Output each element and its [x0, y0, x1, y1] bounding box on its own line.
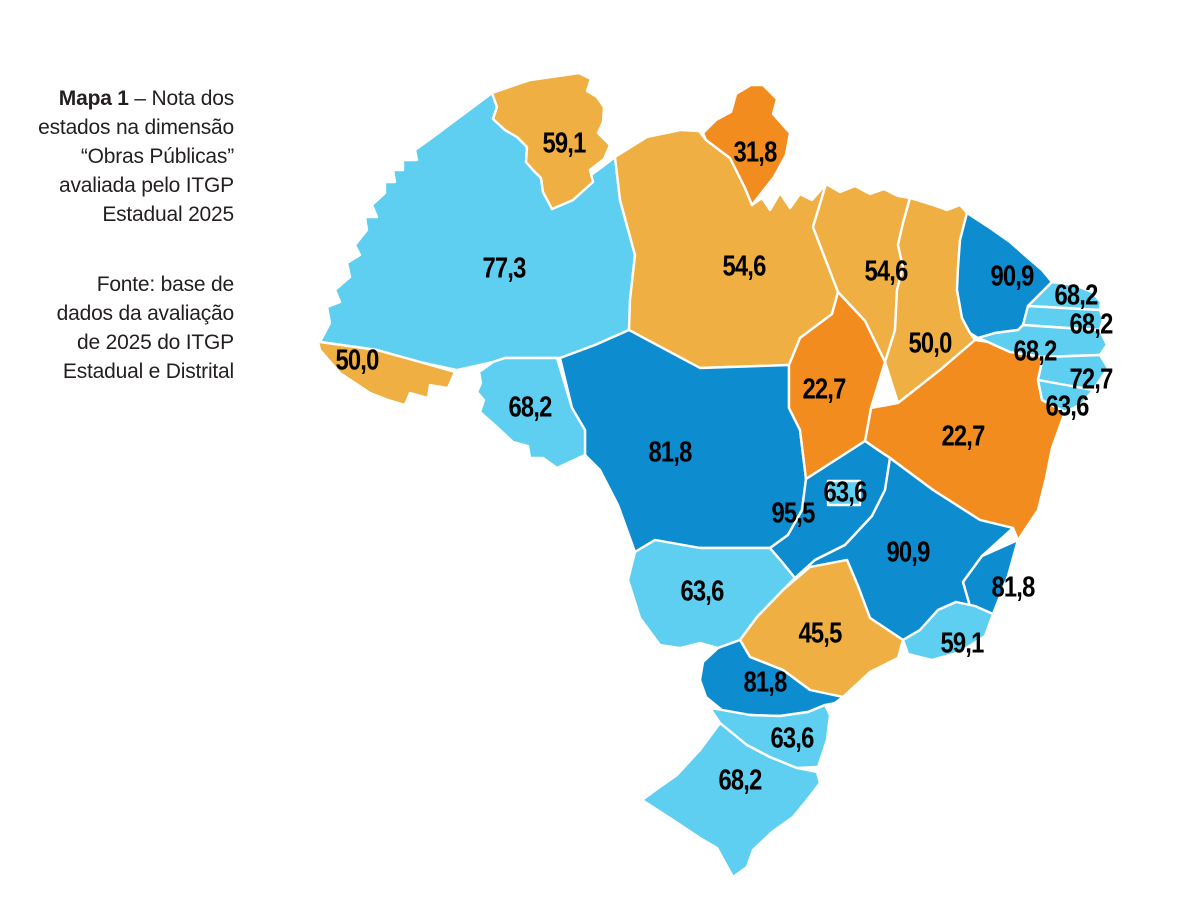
state-label-mg: 90,9	[886, 536, 930, 569]
state-label-ce: 90,9	[990, 260, 1034, 293]
state-label-ma: 54,6	[864, 255, 908, 288]
caption-line: Estadual 2025	[102, 203, 234, 226]
state-shape-rr	[490, 71, 612, 211]
source-line: dados da avaliação	[56, 302, 235, 325]
state-label-rj: 59,1	[940, 627, 984, 660]
caption-line: Mapa 1 – Nota dos	[24, 84, 234, 113]
source-line: de 2025 do ITGP	[77, 331, 234, 354]
state-shape-pe	[976, 323, 1109, 359]
figure-caption: Mapa 1 – Nota dos estados na dimensão “O…	[24, 84, 234, 229]
state-shape-to	[787, 290, 887, 481]
state-label-ro: 68,2	[508, 391, 552, 424]
state-label-to: 22,7	[802, 373, 846, 406]
source-line: Estadual e Distrital	[62, 360, 234, 383]
state-label-pr: 81,8	[743, 666, 787, 699]
state-shape-se	[1036, 378, 1095, 414]
state-label-ac: 50,0	[335, 344, 379, 377]
state-label-mt: 81,8	[648, 436, 692, 469]
state-label-ba: 22,7	[941, 420, 985, 453]
source-line: Fonte: base de	[96, 273, 235, 296]
state-label-pe: 68,2	[1013, 335, 1057, 368]
figure-source: Fonte: base de dados da avaliação de 202…	[24, 270, 235, 386]
state-label-es: 81,8	[991, 571, 1035, 604]
state-shape-pa	[613, 128, 840, 370]
caption-title-bold: Mapa 1	[58, 87, 129, 110]
state-label-rn: 68,2	[1054, 279, 1098, 312]
state-label-rr: 59,1	[542, 127, 586, 160]
state-shape-rj	[901, 600, 995, 662]
state-label-al: 72,7	[1069, 363, 1113, 396]
caption-line: avaliada pelo ITGP	[58, 174, 234, 197]
state-label-pi: 50,0	[908, 327, 952, 360]
state-label-am: 77,3	[482, 252, 526, 285]
state-shape-pi	[883, 196, 977, 405]
state-label-pb: 68,2	[1069, 308, 1113, 341]
caption-line: “Obras Públicas”	[80, 145, 234, 168]
state-label-df: 63,6	[823, 476, 867, 509]
state-label-go: 95,5	[771, 497, 815, 530]
caption-title-rest: – Nota dos	[128, 87, 234, 110]
state-shape-ap	[701, 83, 792, 207]
caption-line: estados na dimensão	[38, 116, 234, 139]
state-label-ms: 63,6	[680, 575, 724, 608]
state-shape-df	[826, 479, 862, 507]
state-label-pa: 54,6	[722, 250, 766, 283]
state-shape-sc	[708, 703, 832, 770]
state-label-ap: 31,8	[733, 136, 777, 169]
state-label-sc: 63,6	[770, 722, 814, 755]
state-label-se: 63,6	[1045, 390, 1089, 423]
state-shape-ro	[475, 356, 587, 470]
state-shape-ac	[315, 336, 457, 407]
state-label-rs: 68,2	[718, 764, 762, 797]
state-label-sp: 45,5	[798, 617, 842, 650]
